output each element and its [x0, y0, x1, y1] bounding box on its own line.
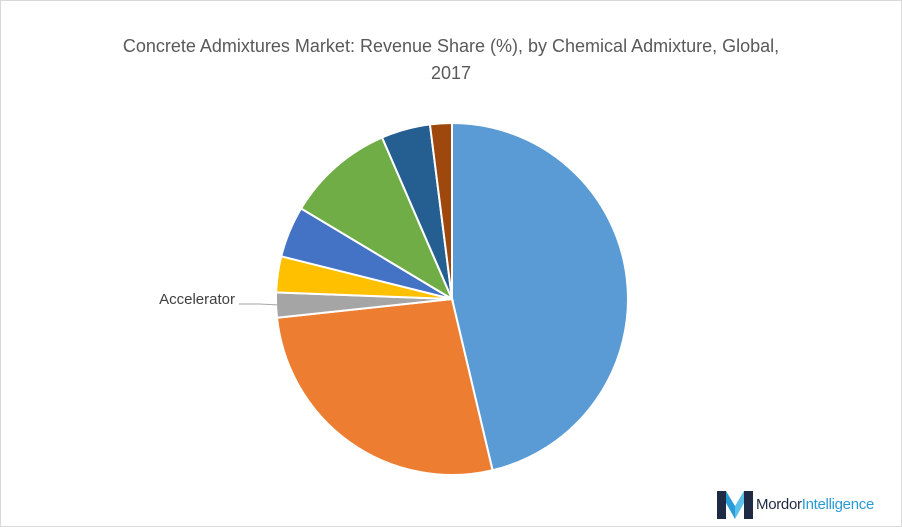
chart-title-line-1: Concrete Admixtures Market: Revenue Shar…	[122, 36, 780, 56]
leader-line-3	[239, 303, 281, 306]
mordor-intelligence-logo: MordorIntelligence	[717, 489, 874, 519]
pie-slice-6	[299, 136, 455, 302]
logo-word-2: Intelligence	[801, 495, 875, 513]
pie-slice-8	[428, 121, 453, 300]
logo-text: MordorIntelligence	[756, 496, 874, 513]
chart-title: Concrete Admixtures Market: Revenue Shar…	[121, 33, 781, 87]
logo-word-1: Mordor	[756, 495, 802, 513]
logo-mark-icon	[717, 491, 753, 519]
pie-slice-1	[451, 121, 629, 472]
pie-slice-2	[275, 297, 494, 476]
chart-title-line-2: 2017	[430, 63, 472, 83]
slice-label-3: Accelerator	[159, 291, 235, 308]
